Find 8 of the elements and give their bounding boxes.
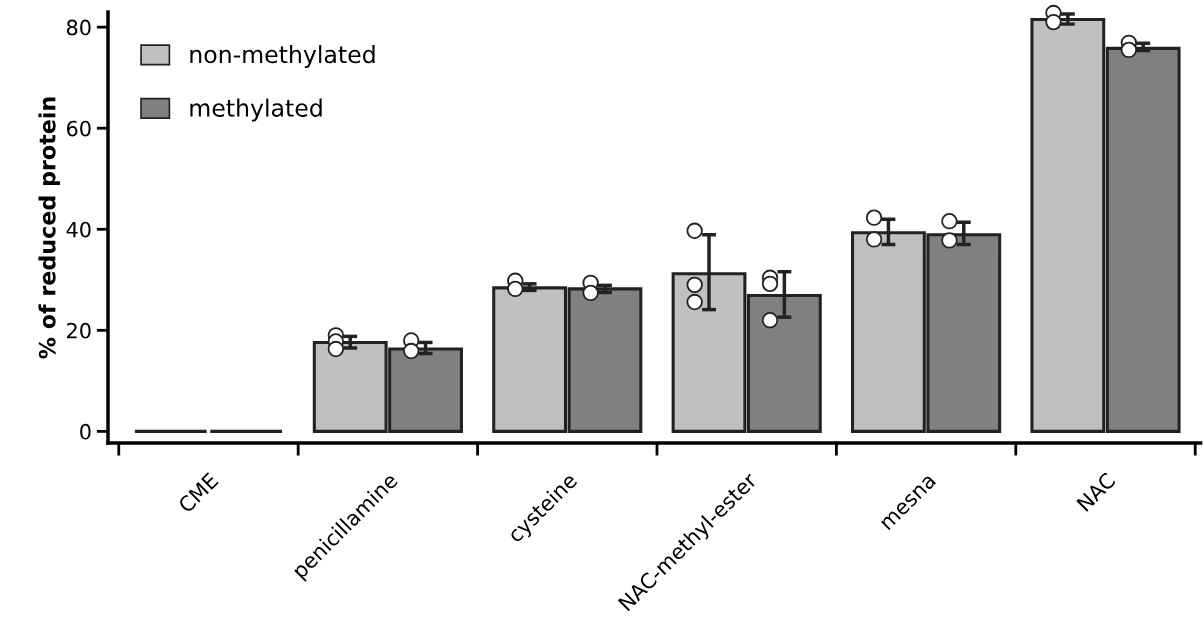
y-tick-label: 40: [66, 221, 91, 238]
y-tick-label: 80: [66, 19, 91, 36]
legend-label: methylated: [190, 98, 322, 122]
y-tick-label: 20: [67, 322, 91, 339]
y-axis-title: % of reduced protein: [38, 97, 60, 359]
y-tick-label: 60: [66, 120, 91, 137]
y-tick-label: 0: [80, 423, 91, 440]
legend-label: non-methylated: [190, 45, 375, 68]
